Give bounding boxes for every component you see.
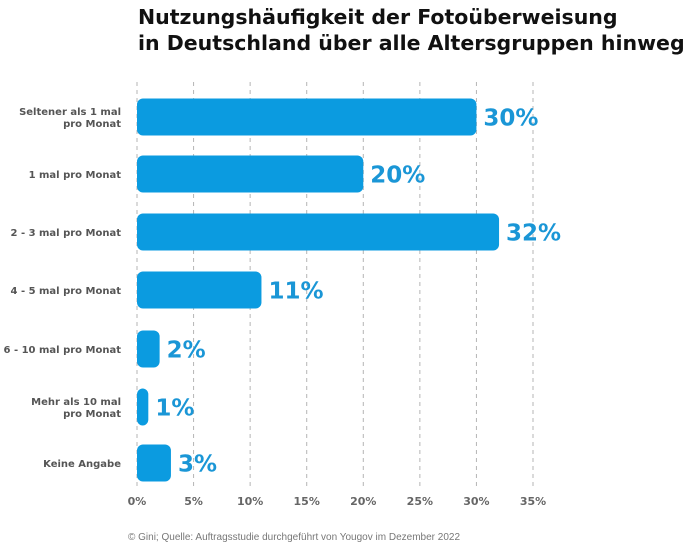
chart-title: Nutzungshäufigkeit der Fotoüberweisung i…	[138, 4, 685, 56]
category-label: pro Monat	[63, 409, 121, 420]
bar-value-label: 3%	[178, 452, 217, 478]
bar-value-label: 2%	[167, 338, 206, 364]
x-tick-label: 0%	[128, 495, 147, 508]
x-tick-label: 15%	[294, 495, 320, 508]
bar-value-label: 32%	[506, 221, 561, 247]
x-tick-label: 20%	[350, 495, 376, 508]
category-label: pro Monat	[63, 119, 121, 130]
category-label: 2 - 3 mal pro Monat	[11, 228, 122, 239]
x-tick-label: 30%	[463, 495, 489, 508]
bar-value-label: 11%	[268, 279, 323, 305]
x-tick-label: 35%	[520, 495, 546, 508]
bar	[137, 388, 149, 426]
bar-value-label: 20%	[370, 163, 425, 189]
category-label: 6 - 10 mal pro Monat	[4, 345, 122, 356]
x-tick-label: 10%	[237, 495, 263, 508]
bar	[137, 330, 160, 368]
bar	[137, 271, 262, 309]
bar-value-label: 1%	[155, 396, 194, 422]
category-label: 4 - 5 mal pro Monat	[11, 286, 122, 297]
chart-title-line-2: in Deutschland über alle Altersgruppen h…	[138, 31, 685, 55]
chart-title-line-1: Nutzungshäufigkeit der Fotoüberweisung	[138, 5, 618, 29]
category-label: Keine Angabe	[43, 459, 121, 470]
bar	[137, 155, 364, 193]
bar	[137, 213, 500, 251]
x-tick-label: 25%	[407, 495, 433, 508]
bar-value-label: 30%	[483, 106, 538, 132]
x-tick-label: 5%	[184, 495, 203, 508]
bar	[137, 98, 477, 136]
category-label: 1 mal pro Monat	[29, 170, 122, 181]
bar	[137, 444, 171, 482]
source-footnote: © Gini; Quelle: Auftragsstudie durchgefü…	[128, 532, 461, 543]
category-label: Mehr als 10 mal	[31, 397, 121, 408]
category-label: Seltener als 1 mal	[19, 107, 121, 118]
